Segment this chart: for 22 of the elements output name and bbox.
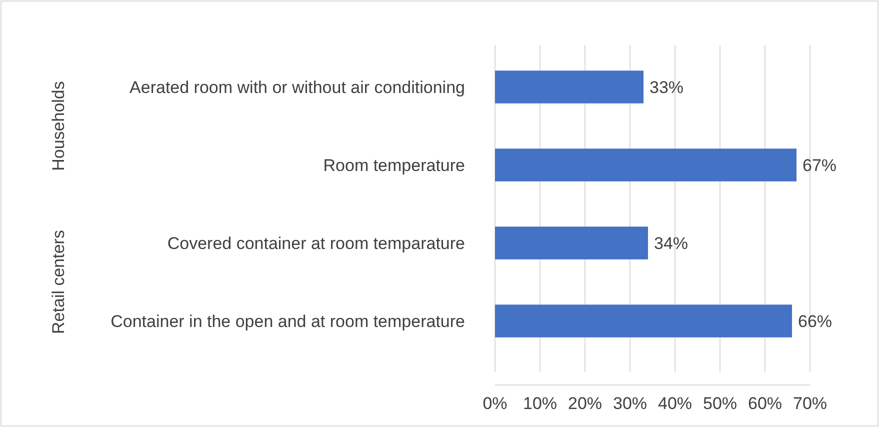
y-tick-label: Aerated room with or without air conditioning — [130, 78, 465, 97]
data-label: 66% — [798, 312, 832, 331]
data-label: 67% — [802, 156, 837, 175]
y-tick-label: Covered container at room temparature — [167, 234, 465, 253]
data-label: 34% — [654, 234, 688, 253]
text: Households — [49, 81, 68, 171]
y-tick-label: Container in the open and at room temperature — [110, 312, 465, 331]
x-tick-label: 20% — [568, 394, 602, 414]
bar — [495, 70, 644, 104]
x-tick-label: 30% — [612, 394, 648, 414]
x-tick-label: 40% — [658, 394, 692, 414]
bar — [495, 148, 796, 182]
text: Retail centers — [49, 230, 68, 334]
bar — [495, 304, 792, 338]
data-label: 33% — [650, 78, 684, 97]
x-tick-label: 50% — [702, 394, 738, 414]
x-tick-label: 0% — [482, 394, 508, 414]
bar — [495, 226, 648, 260]
x-tick-label: 10% — [522, 394, 558, 414]
x-tick-label: 60% — [748, 394, 782, 414]
y-tick-label: Room temperature — [323, 156, 465, 175]
x-tick-label: 70% — [792, 394, 828, 414]
